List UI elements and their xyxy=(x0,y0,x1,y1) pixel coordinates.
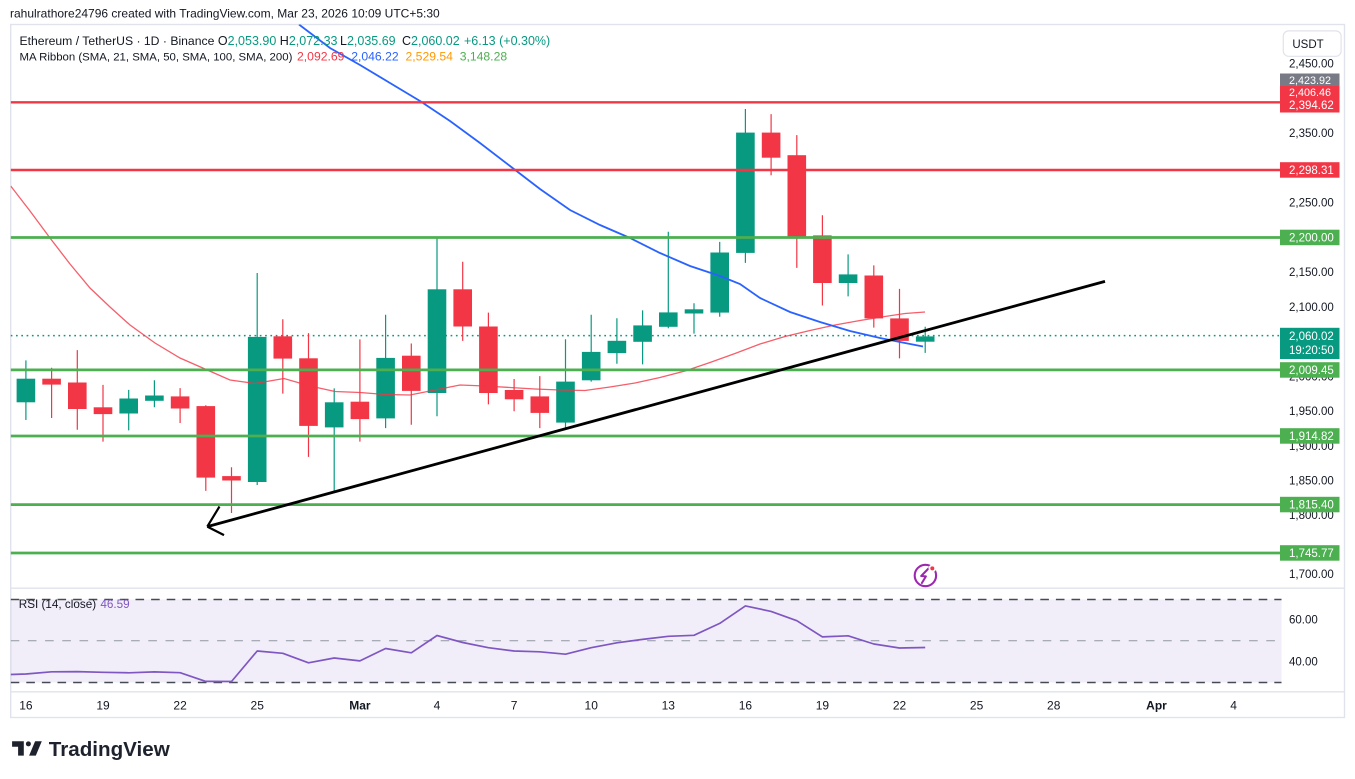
svg-text:2,092.69: 2,092.69 xyxy=(297,50,345,64)
svg-text:Ethereum / TetherUS · 1D · Bin: Ethereum / TetherUS · 1D · Binance xyxy=(20,34,215,48)
svg-text:USDT: USDT xyxy=(1292,39,1323,51)
svg-text:1,950.00: 1,950.00 xyxy=(1289,406,1334,418)
svg-text:1,700.00: 1,700.00 xyxy=(1289,569,1334,581)
svg-text:13: 13 xyxy=(662,699,676,713)
svg-text:2,298.31: 2,298.31 xyxy=(1289,165,1334,177)
svg-text:1,800.00: 1,800.00 xyxy=(1289,510,1334,522)
svg-text:22: 22 xyxy=(893,699,907,713)
svg-text:19: 19 xyxy=(96,699,110,713)
svg-text:2,406.46: 2,406.46 xyxy=(1289,87,1331,99)
svg-text:2,423.92: 2,423.92 xyxy=(1289,75,1331,87)
svg-text:2,060.02: 2,060.02 xyxy=(1289,331,1334,343)
svg-text:1,914.82: 1,914.82 xyxy=(1289,431,1334,443)
svg-text:2,100.00: 2,100.00 xyxy=(1289,302,1334,314)
svg-text:19:20:50: 19:20:50 xyxy=(1289,345,1334,357)
svg-text:16: 16 xyxy=(19,699,33,713)
svg-text:2,350.00: 2,350.00 xyxy=(1289,128,1334,140)
svg-text:22: 22 xyxy=(173,699,187,713)
svg-text:MA Ribbon (SMA, 21, SMA, 50, S: MA Ribbon (SMA, 21, SMA, 50, SMA, 100, S… xyxy=(20,52,293,64)
svg-text:L2,035.69: L2,035.69 xyxy=(340,34,396,48)
svg-text:2,529.54: 2,529.54 xyxy=(406,50,454,64)
svg-text:2,394.62: 2,394.62 xyxy=(1289,100,1334,112)
svg-text:40.00: 40.00 xyxy=(1289,657,1318,669)
svg-text:4: 4 xyxy=(434,699,441,713)
svg-text:C2,060.02: C2,060.02 xyxy=(402,34,460,48)
svg-text:2,150.00: 2,150.00 xyxy=(1289,267,1334,279)
svg-text:16: 16 xyxy=(739,699,753,713)
svg-text:46.59: 46.59 xyxy=(100,598,129,611)
svg-text:2,200.00: 2,200.00 xyxy=(1289,233,1334,245)
svg-text:2,250.00: 2,250.00 xyxy=(1289,198,1334,210)
svg-text:O2,053.90: O2,053.90 xyxy=(218,34,276,48)
svg-text:4: 4 xyxy=(1230,699,1237,713)
svg-text:2,009.45: 2,009.45 xyxy=(1289,365,1334,377)
svg-text:+6.13 (+0.30%): +6.13 (+0.30%) xyxy=(464,34,550,48)
svg-text:3,148.28: 3,148.28 xyxy=(460,50,508,64)
svg-text:7: 7 xyxy=(511,699,518,713)
svg-text:rahulrathore24796 created with: rahulrathore24796 created with TradingVi… xyxy=(10,7,440,21)
svg-text:1,745.77: 1,745.77 xyxy=(1289,548,1334,560)
svg-text:TradingView: TradingView xyxy=(49,738,171,761)
svg-text:RSI (14, close): RSI (14, close) xyxy=(19,598,96,611)
svg-text:2,450.00: 2,450.00 xyxy=(1289,59,1334,71)
svg-text:Apr: Apr xyxy=(1146,699,1167,713)
svg-text:1,850.00: 1,850.00 xyxy=(1289,476,1334,488)
svg-text:25: 25 xyxy=(970,699,984,713)
svg-text:1,815.40: 1,815.40 xyxy=(1289,500,1334,512)
svg-text:Mar: Mar xyxy=(349,699,371,713)
svg-text:10: 10 xyxy=(585,699,599,713)
svg-text:19: 19 xyxy=(816,699,830,713)
svg-text:H2,072.33: H2,072.33 xyxy=(280,34,338,48)
svg-text:25: 25 xyxy=(251,699,265,713)
svg-text:60.00: 60.00 xyxy=(1289,615,1318,627)
svg-text:28: 28 xyxy=(1047,699,1061,713)
svg-text:1,900.00: 1,900.00 xyxy=(1289,441,1334,453)
svg-text:2,046.22: 2,046.22 xyxy=(351,50,399,64)
